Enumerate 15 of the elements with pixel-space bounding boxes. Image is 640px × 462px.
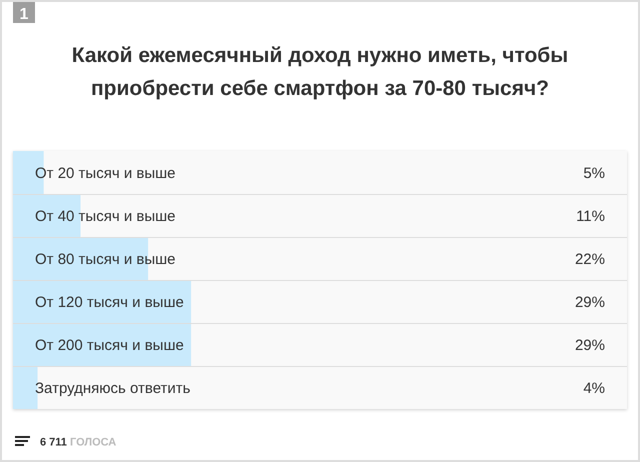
data-label: 29% [574, 337, 605, 354]
y-tick-label: От 20 тысяч и выше [35, 165, 176, 182]
text: 1 [20, 6, 29, 23]
text: 6 711 ГОЛОСА [40, 436, 116, 448]
y-tick-label: От 120 тысяч и выше [35, 294, 184, 311]
data-label: 4% [583, 380, 605, 397]
y-tick-label: От 40 тысяч и выше [35, 208, 176, 225]
y-tick-label: От 200 тысяч и выше [35, 337, 184, 354]
data-label: 5% [583, 165, 605, 182]
y-tick-label: Затрудняюсь ответить [35, 380, 191, 397]
chart-title: Какой ежемесячный доход нужно иметь, чтобы приобрести себе смартфон за 70-80 тысяч? [72, 44, 568, 100]
data-label: 22% [574, 251, 605, 268]
data-label: 29% [574, 294, 605, 311]
data-label: 11% [576, 208, 605, 225]
y-tick-label: От 80 тысяч и выше [35, 251, 176, 268]
